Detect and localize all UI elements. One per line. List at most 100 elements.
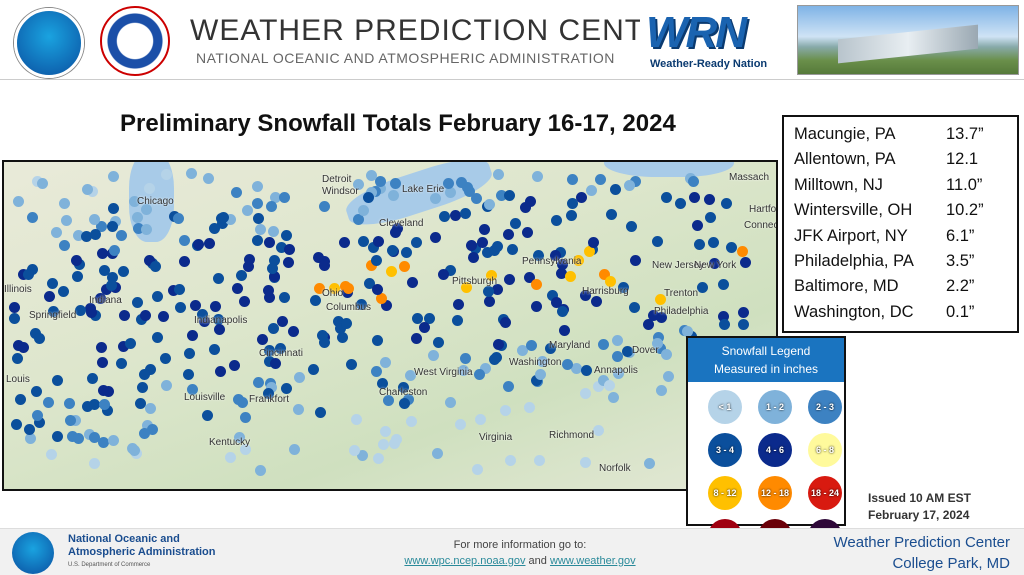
snowfall-report-dot [199,315,210,327]
snowfall-report-dot [550,249,562,261]
snowfall-report-dot [388,438,400,450]
snowfall-report-dot [196,309,208,321]
snowfall-report-dot [623,179,635,191]
snowfall-report-dot [654,294,666,306]
snowfall-report-dot [179,234,191,246]
snowfall-report-dot [483,199,495,211]
snowfall-report-dot [660,349,672,361]
city-label: Indiana [89,295,122,306]
snowfall-report-dot [284,244,296,255]
snowfall-report-dot [283,256,295,268]
snowfall-report-dot [499,404,511,416]
snowfall-report-dot [88,214,100,226]
snowfall-report-dot [663,370,675,382]
snowfall-report-dot [737,307,749,319]
snowfall-report-dot [521,227,533,239]
snowfall-report-dot [694,238,706,250]
city-label: Kentucky [209,437,251,448]
snowfall-report-dot [363,191,375,203]
snowfall-report-dot [482,286,494,298]
snowfall-report-dot [263,292,275,304]
snowfall-report-dot [358,236,370,248]
snowfall-report-dot [253,213,265,225]
snowfall-report-dot [251,197,263,209]
ranking-city: Allentown, PA [794,150,896,169]
snowfall-report-dot [451,315,463,327]
snowfall-report-dot [133,222,145,234]
snowfall-report-dot [136,381,148,393]
snowfall-report-dot [594,174,606,186]
snowfall-report-dot [387,245,399,257]
snowfall-report-dot [17,341,29,353]
legend-bin: 1 - 2 [758,390,792,424]
snowfall-report-dot [419,321,431,333]
snowfall-report-dot [536,355,548,367]
snowfall-map: Detroit Windsor Lake Erie Chicago Cleveland P… [2,160,778,491]
snowfall-report-dot [257,333,269,345]
snowfall-report-dot [275,342,287,354]
snowfall-report-dot [739,257,751,269]
snowfall-report-dot [488,354,500,366]
ranking-city: Macungie, PA [794,125,896,143]
snowfall-report-dot [17,269,29,281]
snowfall-report-dot [213,272,225,284]
snowfall-report-dot [349,445,361,457]
snowfall-report-dot [499,316,511,328]
snowfall-report-dot [719,319,731,331]
snowfall-report-dot [252,180,264,192]
snowfall-report-dot [72,270,84,282]
snowfall-report-dot [187,330,199,342]
snowfall-report-dot [47,277,59,289]
snowfall-report-dot [82,184,94,196]
snowfall-report-dot [581,365,593,377]
snowfall-report-dot [556,258,568,270]
snowfall-report-dot [275,242,287,254]
city-label: Indianapolis [194,315,248,326]
snowfall-report-dot [277,315,289,327]
snowfall-report-dot [520,201,531,213]
city-label: Charleston [379,387,428,398]
snowfall-report-dot [342,282,354,294]
city-label: Richmond [549,430,595,441]
snowfall-report-dot [202,409,214,421]
snowfall-report-dot [406,416,418,428]
snowfall-report-dot [654,343,666,355]
snowfall-report-dot [86,373,98,385]
snowfall-report-dot [504,273,516,285]
snowfall-report-dot [438,211,450,223]
snowfall-report-dot [590,295,602,307]
snowfall-report-dot [280,383,292,395]
ranking-city: Wintersville, OH [794,201,913,220]
footer-info: For more information go to: www.wpc.ncep… [404,539,636,567]
snowfall-report-dot [159,353,171,365]
city-label: Frankfort [249,394,290,405]
snowfall-report-dot [504,189,516,201]
wpc-link[interactable]: www.wpc.ncep.noaa.gov [404,555,526,567]
ranking-city: Milltown, NJ [794,175,883,194]
snowfall-report-dot [182,368,194,380]
snowfall-report-dot [366,259,378,271]
snowfall-report-dot [307,364,319,376]
snowfall-report-dot [116,357,128,369]
snowfall-report-dot [379,356,391,368]
snowfall-report-dot [129,195,141,207]
snowfall-report-dot [233,431,245,443]
city-label: Pennsylvania [522,256,582,267]
snowfall-report-dot [717,279,729,290]
weather-gov-link[interactable]: www.weather.gov [549,555,636,567]
snowfall-report-dot [696,282,708,294]
legend-bin: 4 - 6 [758,433,792,467]
snowfall-report-dot [225,452,237,464]
snowfall-report-dot [376,292,388,304]
snowfall-report-dot [575,192,587,204]
snowfall-report-dot [481,247,493,259]
snowfall-report-dot [161,169,173,181]
issued-time: Issued 10 AM EST February 17, 2024 [868,491,971,522]
snowfall-report-dot [36,177,48,189]
snowfall-report-dot [147,423,159,435]
snowfall-report-dot [605,208,617,220]
snowfall-report-dot [338,236,350,248]
city-label: Cincinnati [259,348,303,359]
snowfall-report-dot [236,270,248,282]
snowfall-report-dot [240,412,252,424]
